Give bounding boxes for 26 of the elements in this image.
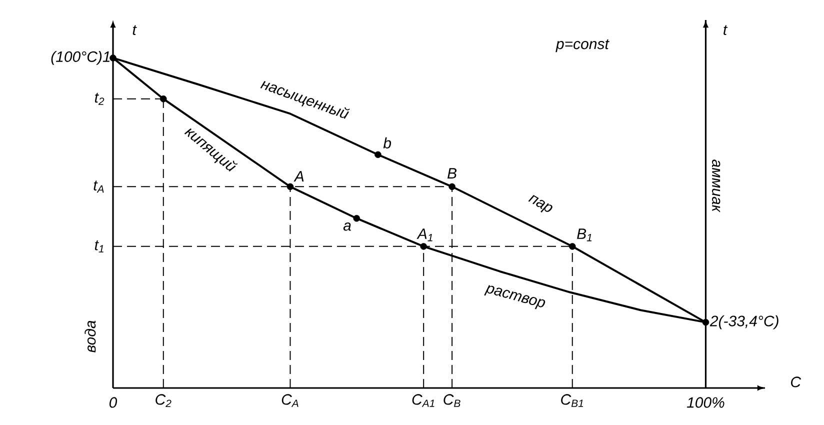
annotation: C$_{2}$: [156, 394, 172, 408]
annotation: C$_{B}$: [444, 394, 460, 407]
annotation: B: [447, 168, 457, 178]
annotation: (100°C)1: [51, 50, 110, 65]
annotation: раствор: [484, 285, 546, 310]
annotation: a: [343, 222, 351, 231]
text: p=const: [556, 39, 610, 52]
annotation: b: [383, 137, 392, 148]
annotation: C$_{B1}$: [561, 394, 584, 407]
annotation: t$_{A}$: [94, 180, 104, 193]
annotation: t$_{2}$: [94, 92, 104, 105]
annotation: A: [294, 171, 304, 182]
y-axis-title: t: [132, 25, 137, 36]
annotation: 2(-33,4°C): [710, 315, 778, 330]
annotation: t$_{1}$: [94, 240, 104, 252]
annotation: пар: [528, 195, 552, 212]
x-tick-label: 0: [109, 397, 118, 408]
annotation: A$_{1}$: [416, 228, 432, 242]
annotation: B$_{1}$: [577, 228, 592, 242]
x-tick-label: 100%: [686, 397, 724, 408]
y2-axis-title: t: [724, 25, 728, 36]
x-axis-title: C: [791, 376, 802, 388]
annotation: C$_{A}$: [282, 394, 298, 407]
text: вода: [84, 320, 96, 352]
annotation: аммиак: [712, 160, 720, 212]
annotation: C$_{A1}$: [412, 394, 434, 407]
